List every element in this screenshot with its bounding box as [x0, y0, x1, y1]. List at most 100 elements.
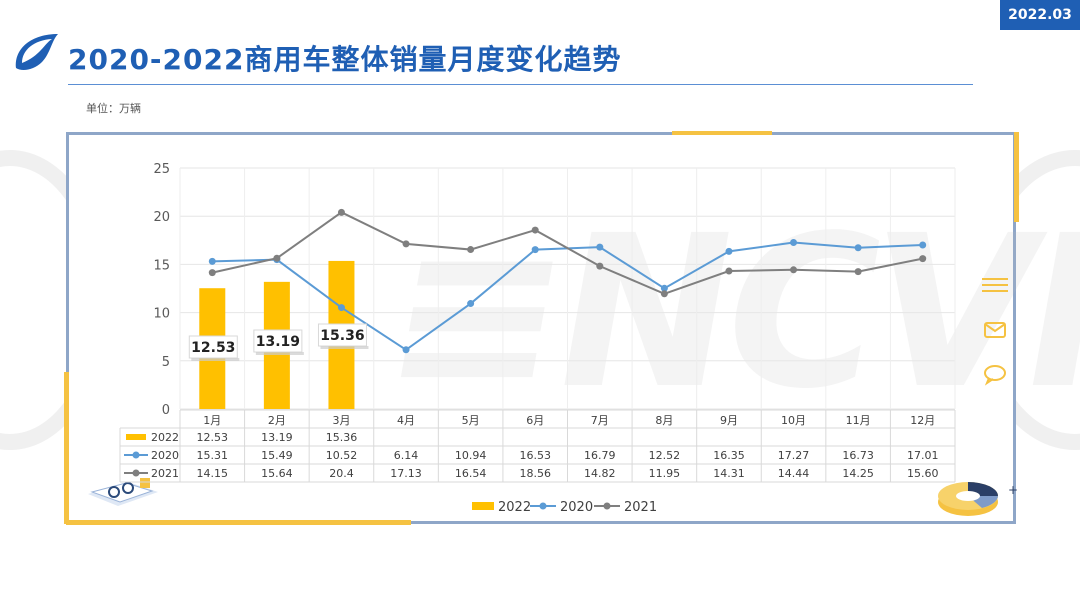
data-label: 13.19 — [256, 334, 300, 350]
table-cell: 16.73 — [842, 449, 874, 462]
x-tick-label: 11月 — [846, 414, 871, 427]
table-cell: 17.01 — [907, 449, 939, 462]
table-cell: 15.64 — [261, 467, 293, 480]
x-tick-label: 9月 — [720, 414, 738, 427]
table-cell: 17.27 — [778, 449, 810, 462]
table-cell: 15.60 — [907, 467, 939, 480]
y-tick-label: 20 — [153, 210, 170, 225]
table-series-name: 2020 — [151, 449, 179, 462]
y-tick-label: 25 — [153, 162, 170, 177]
table-cell: 10.94 — [455, 449, 487, 462]
table-cell: 16.53 — [519, 449, 551, 462]
menu-lines-icon — [982, 278, 1008, 292]
point-2020 — [919, 241, 927, 249]
point-2020 — [531, 246, 539, 254]
table-cell: 14.15 — [197, 467, 229, 480]
table-cell: 14.25 — [842, 467, 874, 480]
table-cell: 15.36 — [326, 431, 358, 444]
x-tick-label: 5月 — [462, 414, 480, 427]
table-cell: 20.4 — [329, 467, 354, 480]
y-tick-label: 15 — [153, 258, 170, 273]
y-tick-label: 10 — [153, 307, 170, 322]
x-tick-label: 4月 — [397, 414, 415, 427]
point-2021 — [531, 226, 539, 234]
panel-accent-top — [672, 131, 772, 135]
svg-text:+: + — [1008, 483, 1018, 497]
table-cell: 12.52 — [649, 449, 681, 462]
point-2021 — [854, 268, 862, 276]
point-2020 — [660, 284, 668, 292]
table-cell: 10.52 — [326, 449, 358, 462]
point-2021 — [402, 240, 410, 248]
table-cell: 14.44 — [778, 467, 810, 480]
table-cell: 15.31 — [197, 449, 229, 462]
data-label: 12.53 — [191, 340, 235, 356]
x-tick-label: 8月 — [655, 414, 673, 427]
chat-bubble-icon — [984, 365, 1006, 386]
point-2021 — [467, 246, 475, 254]
table-cell: 6.14 — [394, 449, 419, 462]
point-2021 — [790, 266, 798, 274]
point-2020 — [790, 239, 798, 247]
legend-label: 2022 — [498, 500, 531, 515]
glasses-notebook-illustration — [88, 478, 158, 506]
table-cell: 13.19 — [261, 431, 293, 444]
x-tick-label: 1月 — [203, 414, 221, 427]
brand-logo-icon — [15, 34, 58, 70]
legend-key-marker-2020 — [539, 502, 547, 510]
mail-icon — [984, 322, 1006, 338]
unit-label: 单位：万辆 — [86, 102, 141, 115]
legend-label: 2020 — [560, 500, 593, 515]
table-cell: 16.35 — [713, 449, 745, 462]
point-2021 — [337, 208, 345, 216]
x-tick-label: 6月 — [526, 414, 544, 427]
point-2020 — [402, 346, 410, 354]
table-cell: 17.13 — [390, 467, 422, 480]
panel-accent-left — [64, 372, 69, 524]
table-key-marker-2020 — [132, 451, 140, 459]
point-2021 — [273, 254, 281, 262]
y-tick-label: 0 — [162, 403, 170, 418]
date-badge: 2022.03 — [1000, 0, 1080, 30]
data-label-shadow — [320, 346, 369, 349]
panel-accent-bottom — [66, 520, 411, 525]
data-label: 15.36 — [320, 328, 364, 344]
x-tick-label: 12月 — [910, 414, 935, 427]
table-cell: 18.56 — [519, 467, 551, 480]
table-cell: 15.49 — [261, 449, 293, 462]
x-tick-label: 7月 — [591, 414, 609, 427]
table-series-name: 2021 — [151, 467, 179, 480]
point-2021 — [596, 262, 604, 270]
point-2021 — [208, 269, 216, 277]
panel-accent-right — [1014, 132, 1019, 222]
legend-label: 2021 — [624, 500, 657, 515]
point-2021 — [725, 267, 733, 275]
table-key-bar-2022 — [126, 434, 146, 440]
table-cell: 11.95 — [649, 467, 681, 480]
point-2021 — [919, 255, 927, 263]
point-2020 — [596, 243, 604, 251]
table-cell: 16.54 — [455, 467, 487, 480]
point-2021 — [660, 290, 668, 298]
page-title: 2020-2022商用车整体销量月度变化趋势 — [68, 43, 622, 76]
point-2020 — [467, 300, 475, 308]
table-cell: 16.79 — [584, 449, 616, 462]
donut-chart-illustration: + — [938, 482, 1018, 516]
series-line-2021 — [212, 211, 923, 295]
x-tick-label: 2月 — [268, 414, 286, 427]
legend-key-2022 — [472, 502, 494, 510]
data-label-shadow — [191, 358, 240, 361]
point-2020 — [854, 244, 862, 252]
y-tick-label: 5 — [162, 355, 170, 370]
table-series-name: 2022 — [151, 431, 179, 444]
point-2020 — [208, 257, 216, 265]
title-divider — [68, 84, 973, 85]
table-key-marker-2021 — [132, 469, 140, 477]
point-2020 — [725, 247, 733, 255]
data-label-shadow — [255, 352, 304, 355]
legend-key-marker-2021 — [603, 502, 611, 510]
table-cell: 12.53 — [197, 431, 229, 444]
point-2020 — [337, 304, 345, 312]
table-cell: 14.82 — [584, 467, 616, 480]
